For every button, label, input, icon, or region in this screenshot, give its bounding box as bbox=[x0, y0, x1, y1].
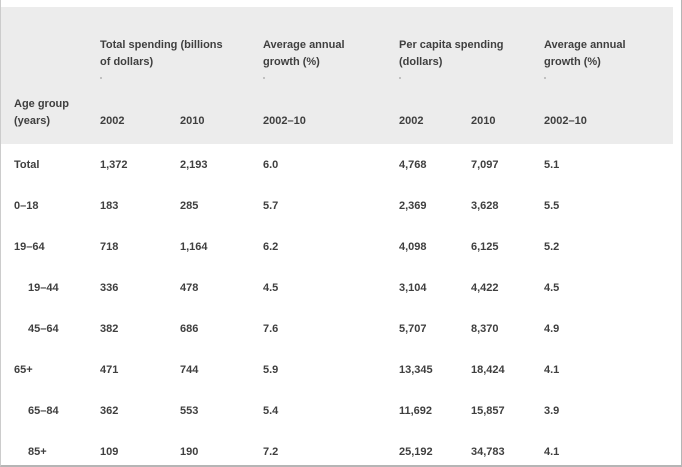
value-cell: 11,692 bbox=[399, 390, 471, 431]
sub-header-row: Age group (years) 2002 2010 2002–10 2002… bbox=[1, 96, 673, 144]
sub-header-2010: 2010 bbox=[471, 115, 496, 127]
table-row: 85+ 109 190 7.2 25,192 34,783 4.1 bbox=[1, 431, 673, 465]
table-header: Total spending (billions of dollars) Ave… bbox=[1, 7, 673, 144]
group-header-total-spending: Total spending (billions of dollars) bbox=[100, 7, 263, 96]
table-row: 65–84 362 553 5.4 11,692 15,857 3.9 bbox=[1, 390, 673, 431]
value-cell: 471 bbox=[100, 349, 180, 390]
value-cell: 4,098 bbox=[399, 226, 471, 267]
column-group-row: Total spending (billions of dollars) Ave… bbox=[1, 7, 673, 96]
value-cell: 109 bbox=[100, 431, 180, 465]
value-cell: 744 bbox=[180, 349, 263, 390]
row-label-age-group: 0–18 bbox=[1, 185, 100, 226]
group-header-label: Average annual growth (%) bbox=[263, 39, 345, 68]
group-header-per-capita: Per capita spending (dollars) bbox=[399, 7, 544, 96]
value-cell: 6.0 bbox=[263, 144, 399, 185]
value-cell: 25,192 bbox=[399, 431, 471, 465]
sub-header-2010: 2010 bbox=[180, 115, 205, 127]
value-cell: 478 bbox=[180, 267, 263, 308]
table-row: 19–64 718 1,164 6.2 4,098 6,125 5.2 bbox=[1, 226, 673, 267]
value-cell: 15,857 bbox=[471, 390, 544, 431]
table-row: 65+ 471 744 5.9 13,345 18,424 4.1 bbox=[1, 349, 673, 390]
value-cell: 8,370 bbox=[471, 308, 544, 349]
group-header-growth-total: Average annual growth (%) bbox=[263, 7, 399, 96]
value-cell: 4,422 bbox=[471, 267, 544, 308]
value-cell: 183 bbox=[100, 185, 180, 226]
row-header-age-group: Age group (years) bbox=[14, 98, 69, 127]
value-cell: 18,424 bbox=[471, 349, 544, 390]
table-row: Total 1,372 2,193 6.0 4,768 7,097 5.1 bbox=[1, 144, 673, 185]
sub-header-2002-10: 2002–10 bbox=[544, 115, 587, 127]
value-cell: 3.9 bbox=[544, 390, 673, 431]
row-label-age-group: 65+ bbox=[1, 349, 100, 390]
value-cell: 382 bbox=[100, 308, 180, 349]
value-cell: 4,768 bbox=[399, 144, 471, 185]
empty-corner-cell bbox=[1, 7, 100, 96]
value-cell: 1,372 bbox=[100, 144, 180, 185]
value-cell: 336 bbox=[100, 267, 180, 308]
group-header-growth-per-capita: Average annual growth (%) bbox=[544, 7, 673, 96]
value-cell: 553 bbox=[180, 390, 263, 431]
value-cell: 718 bbox=[100, 226, 180, 267]
value-cell: 5.5 bbox=[544, 185, 673, 226]
group-header-label: Average annual growth (%) bbox=[544, 39, 626, 68]
value-cell: 6.2 bbox=[263, 226, 399, 267]
footnote-dot bbox=[263, 77, 265, 79]
value-cell: 2,369 bbox=[399, 185, 471, 226]
value-cell: 4.1 bbox=[544, 431, 673, 465]
value-cell: 5.7 bbox=[263, 185, 399, 226]
value-cell: 13,345 bbox=[399, 349, 471, 390]
row-label-age-group: 19–64 bbox=[1, 226, 100, 267]
footnote-dot bbox=[544, 77, 546, 79]
value-cell: 5.9 bbox=[263, 349, 399, 390]
value-cell: 4.5 bbox=[263, 267, 399, 308]
value-cell: 3,104 bbox=[399, 267, 471, 308]
value-cell: 7.6 bbox=[263, 308, 399, 349]
value-cell: 6,125 bbox=[471, 226, 544, 267]
value-cell: 3,628 bbox=[471, 185, 544, 226]
row-label-age-group: 85+ bbox=[1, 431, 100, 465]
row-label-age-group: 65–84 bbox=[1, 390, 100, 431]
value-cell: 5.4 bbox=[263, 390, 399, 431]
value-cell: 5.2 bbox=[544, 226, 673, 267]
value-cell: 4.1 bbox=[544, 349, 673, 390]
value-cell: 5,707 bbox=[399, 308, 471, 349]
row-label-age-group: Total bbox=[1, 144, 100, 185]
group-header-label: Total spending (billions of dollars) bbox=[100, 39, 223, 68]
table-body: Total 1,372 2,193 6.0 4,768 7,097 5.1 0–18 183 28… bbox=[1, 144, 673, 465]
value-cell: 4.9 bbox=[544, 308, 673, 349]
sub-header-2002: 2002 bbox=[100, 115, 125, 127]
value-cell: 7,097 bbox=[471, 144, 544, 185]
value-cell: 5.1 bbox=[544, 144, 673, 185]
spending-table: Total spending (billions of dollars) Ave… bbox=[1, 7, 673, 465]
table-row: 19–44 336 478 4.5 3,104 4,422 4.5 bbox=[1, 267, 673, 308]
value-cell: 285 bbox=[180, 185, 263, 226]
row-label-age-group: 19–44 bbox=[1, 267, 100, 308]
value-cell: 362 bbox=[100, 390, 180, 431]
group-header-label: Per capita spending (dollars) bbox=[399, 39, 504, 68]
table-row: 45–64 382 686 7.6 5,707 8,370 4.9 bbox=[1, 308, 673, 349]
value-cell: 190 bbox=[180, 431, 263, 465]
value-cell: 7.2 bbox=[263, 431, 399, 465]
value-cell: 2,193 bbox=[180, 144, 263, 185]
value-cell: 4.5 bbox=[544, 267, 673, 308]
table-row: 0–18 183 285 5.7 2,369 3,628 5.5 bbox=[1, 185, 673, 226]
sub-header-2002: 2002 bbox=[399, 115, 424, 127]
row-label-age-group: 45–64 bbox=[1, 308, 100, 349]
value-cell: 34,783 bbox=[471, 431, 544, 465]
footnote-dot bbox=[100, 77, 102, 79]
value-cell: 686 bbox=[180, 308, 263, 349]
footnote-dot bbox=[399, 77, 401, 79]
value-cell: 1,164 bbox=[180, 226, 263, 267]
sub-header-2002-10: 2002–10 bbox=[263, 115, 306, 127]
